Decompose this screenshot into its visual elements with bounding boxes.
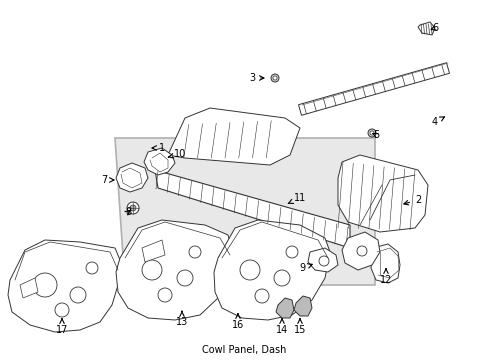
Polygon shape <box>293 296 311 316</box>
Polygon shape <box>142 240 164 262</box>
Circle shape <box>33 273 57 297</box>
Circle shape <box>142 260 162 280</box>
Circle shape <box>369 131 373 135</box>
Text: 13: 13 <box>176 311 188 327</box>
Circle shape <box>273 270 289 286</box>
Circle shape <box>356 246 366 256</box>
Text: 4: 4 <box>431 117 444 127</box>
Circle shape <box>367 129 375 137</box>
Polygon shape <box>20 278 38 298</box>
Circle shape <box>285 246 297 258</box>
Circle shape <box>70 287 86 303</box>
Polygon shape <box>168 108 299 165</box>
Circle shape <box>272 76 276 80</box>
Polygon shape <box>143 148 175 175</box>
Polygon shape <box>337 155 427 232</box>
Polygon shape <box>115 138 374 285</box>
Text: 1: 1 <box>152 143 165 153</box>
Text: Cowl Panel, Dash: Cowl Panel, Dash <box>202 345 286 355</box>
Circle shape <box>270 74 279 82</box>
Circle shape <box>130 205 136 211</box>
Polygon shape <box>341 232 379 270</box>
Polygon shape <box>298 63 448 115</box>
Text: 11: 11 <box>288 193 305 203</box>
Text: 5: 5 <box>372 130 378 140</box>
Circle shape <box>127 202 139 214</box>
Text: 10: 10 <box>168 149 186 159</box>
Text: 8: 8 <box>124 207 131 217</box>
Text: 3: 3 <box>248 73 264 83</box>
Polygon shape <box>307 248 337 272</box>
Circle shape <box>177 270 193 286</box>
Polygon shape <box>370 244 399 283</box>
Text: 14: 14 <box>275 319 287 335</box>
Text: 7: 7 <box>101 175 114 185</box>
Polygon shape <box>116 220 231 320</box>
Circle shape <box>158 288 172 302</box>
Text: 2: 2 <box>403 195 420 205</box>
Polygon shape <box>8 240 120 332</box>
Text: 16: 16 <box>231 314 244 330</box>
Polygon shape <box>155 170 349 248</box>
Text: 12: 12 <box>379 269 391 285</box>
Polygon shape <box>116 163 148 192</box>
Circle shape <box>254 289 268 303</box>
Polygon shape <box>214 220 329 320</box>
Text: 6: 6 <box>430 23 437 33</box>
Circle shape <box>86 262 98 274</box>
Circle shape <box>189 246 201 258</box>
Text: 9: 9 <box>298 263 311 273</box>
Circle shape <box>318 256 328 266</box>
Circle shape <box>55 303 69 317</box>
Circle shape <box>240 260 260 280</box>
Text: 15: 15 <box>293 319 305 335</box>
Polygon shape <box>275 298 293 318</box>
Polygon shape <box>417 22 434 35</box>
Text: 17: 17 <box>56 319 68 335</box>
